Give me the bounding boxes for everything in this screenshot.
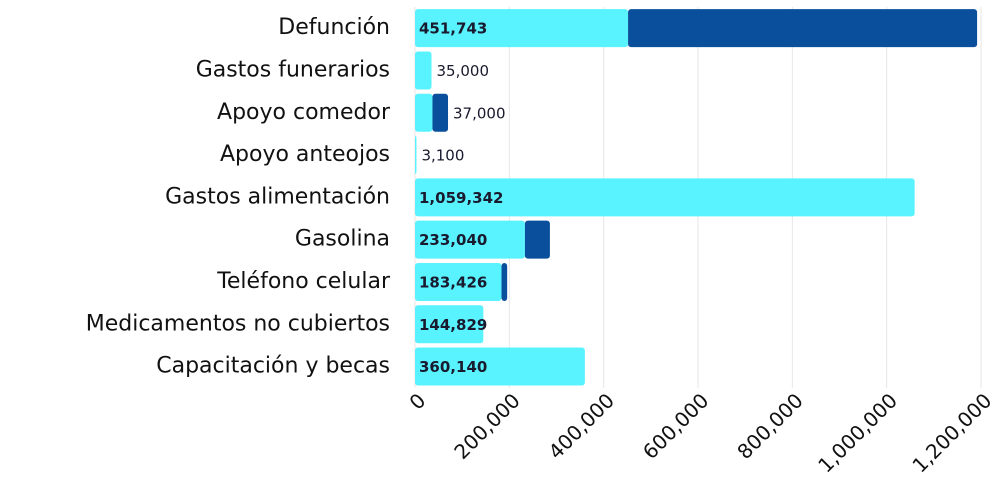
data-label: 3,100 [421, 147, 464, 165]
bar [415, 93, 433, 132]
y-tick-label: Capacitación y becas [156, 354, 390, 379]
bar [415, 347, 585, 386]
y-tick-label: Defunción [278, 15, 390, 40]
y-tick-label: Apoyo comedor [217, 100, 391, 125]
x-tick-label: 200,000 [449, 388, 524, 463]
y-tick-label: Teléfono celular [216, 269, 391, 294]
data-label: 183,426 [419, 273, 487, 291]
x-tick-label: 400,000 [544, 388, 619, 463]
data-label: 35,000 [437, 62, 490, 80]
data-label: 37,000 [453, 104, 506, 122]
bar [415, 178, 915, 217]
y-tick-label: Apoyo anteojos [220, 142, 390, 167]
y-tick-label: Gastos funerarios [196, 57, 390, 82]
bar [628, 9, 978, 48]
x-tick-label: 1,200,000 [907, 388, 996, 477]
y-tick-label: Medicamentos no cubiertos [86, 311, 390, 336]
data-label: 451,743 [419, 20, 487, 38]
bar [415, 51, 432, 90]
x-tick-label: 1,000,000 [813, 388, 902, 477]
bar [415, 220, 525, 259]
bar [415, 136, 417, 175]
data-label: 233,040 [419, 231, 487, 249]
y-tick-label: Gasolina [295, 227, 390, 252]
bar [415, 9, 629, 48]
data-label: 144,829 [419, 316, 487, 334]
bar [524, 220, 550, 259]
bar [501, 262, 508, 301]
data-label: 360,140 [419, 358, 487, 376]
bar [415, 262, 502, 301]
x-tick-label: 600,000 [638, 388, 713, 463]
x-tick-label: 800,000 [732, 388, 807, 463]
data-label: 1,059,342 [419, 189, 503, 207]
bar [415, 305, 484, 344]
y-tick-label: Gastos alimentación [165, 184, 390, 209]
x-tick-label: 0 [404, 388, 430, 414]
bar [432, 93, 449, 132]
